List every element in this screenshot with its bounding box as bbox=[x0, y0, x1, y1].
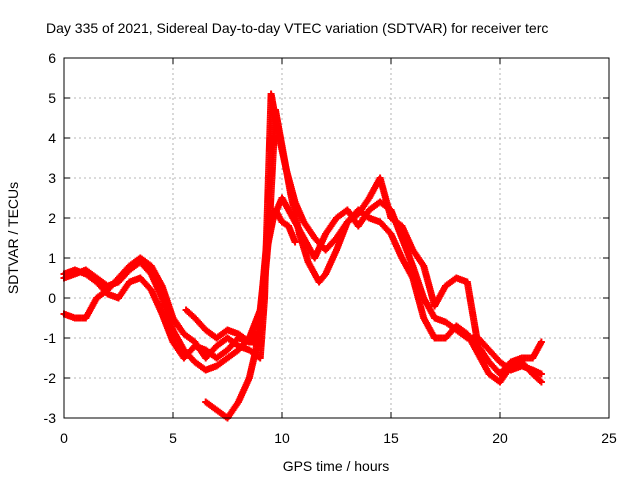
data-point bbox=[537, 370, 545, 378]
x-tick-label: 0 bbox=[60, 430, 68, 446]
series-track-5 bbox=[182, 306, 264, 346]
x-tick-label: 10 bbox=[274, 430, 290, 446]
x-axis-label: GPS time / hours bbox=[283, 458, 390, 474]
data-point bbox=[256, 338, 264, 346]
x-tick-label: 5 bbox=[169, 430, 177, 446]
series-track-4 bbox=[202, 206, 299, 422]
y-tick-label: 1 bbox=[48, 250, 56, 266]
y-tick-label: 3 bbox=[48, 170, 56, 186]
chart-title: Day 335 of 2021, Sidereal Day-to-day VTE… bbox=[46, 20, 548, 36]
x-tick-label: 25 bbox=[601, 430, 617, 446]
y-tick-label: 6 bbox=[48, 50, 56, 66]
x-tick-label: 20 bbox=[492, 430, 508, 446]
y-tick-label: 0 bbox=[48, 290, 56, 306]
data-point bbox=[291, 238, 299, 246]
x-tick-label: 15 bbox=[383, 430, 399, 446]
plot-frame bbox=[63, 57, 610, 419]
y-tick-label: 2 bbox=[48, 210, 56, 226]
data-points bbox=[60, 90, 545, 422]
y-tick-label: -1 bbox=[44, 330, 57, 346]
y-tick-label: -3 bbox=[44, 410, 57, 426]
y-axis-label: SDTVAR / TECUs bbox=[5, 182, 21, 294]
y-tick-label: -2 bbox=[44, 370, 57, 386]
y-tick-label: 4 bbox=[48, 130, 56, 146]
data-point bbox=[537, 378, 545, 386]
data-point bbox=[537, 338, 545, 346]
y-tick-label: 5 bbox=[48, 90, 56, 106]
